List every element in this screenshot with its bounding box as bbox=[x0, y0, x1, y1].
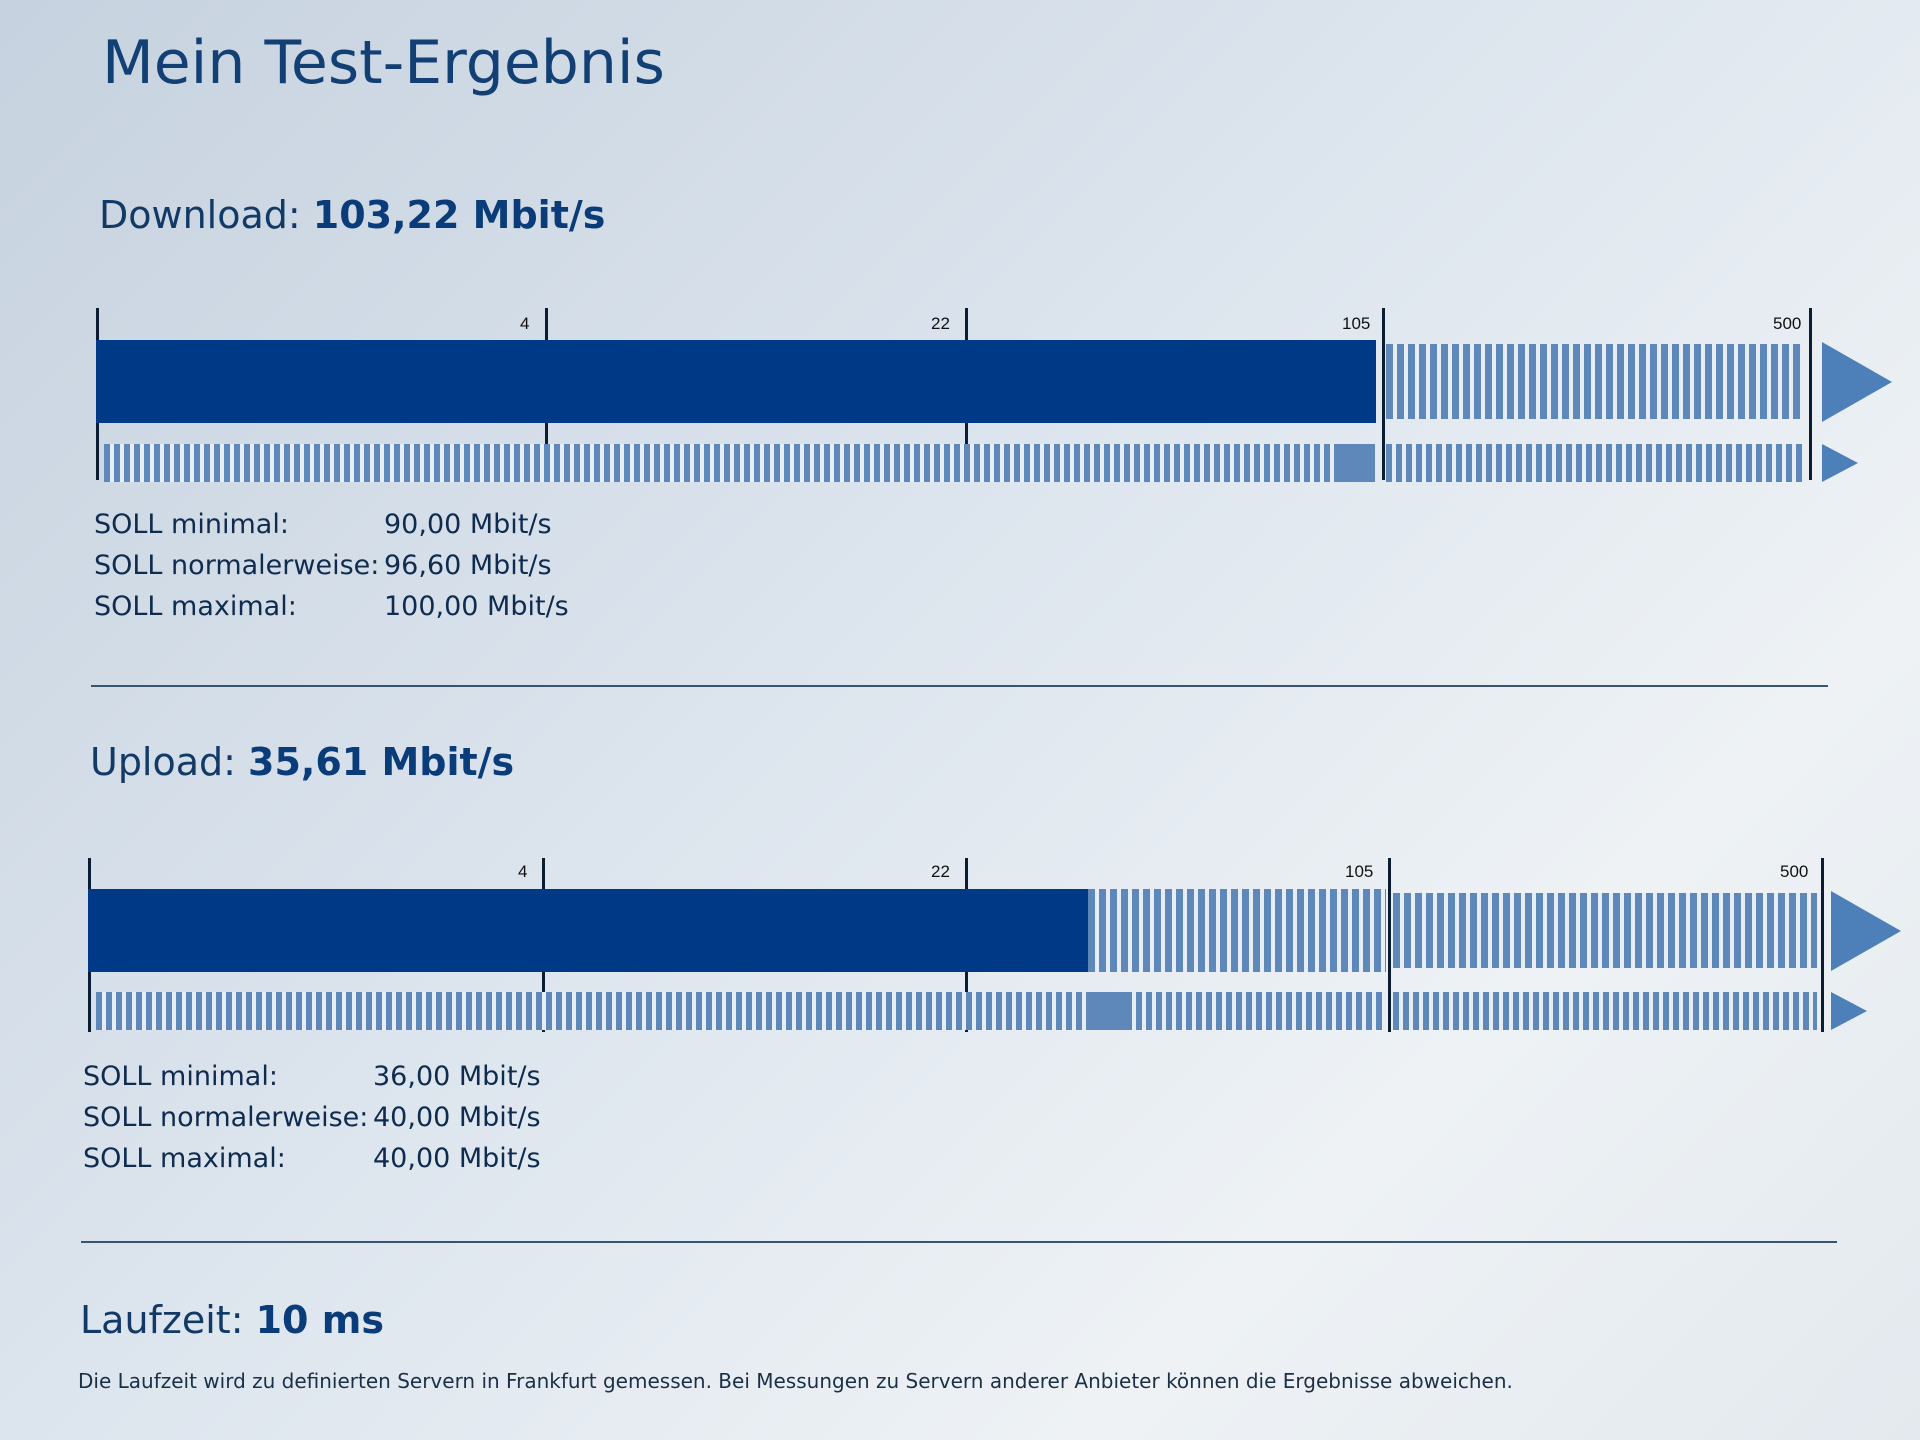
soll-value: 36,00 Mbit/s bbox=[373, 1061, 541, 1092]
latency-value: 10 ms bbox=[255, 1298, 384, 1342]
upload-remaining-bar-upper bbox=[1393, 893, 1817, 968]
download-soll-arrow-icon bbox=[1822, 444, 1858, 482]
upload-scale-arrow-icon bbox=[1831, 891, 1901, 971]
section-divider bbox=[81, 1241, 1837, 1243]
upload-soll-marker bbox=[1090, 992, 1126, 1030]
upload-value: 35,61 Mbit/s bbox=[248, 740, 515, 784]
soll-label: SOLL normalerweise: bbox=[83, 1102, 369, 1133]
download-soll-list: SOLL minimal: 90,00 Mbit/s SOLL normaler… bbox=[94, 504, 569, 627]
soll-label: SOLL minimal: bbox=[94, 509, 289, 540]
soll-label: SOLL minimal: bbox=[83, 1061, 278, 1092]
upload-soll-row: SOLL normalerweise: 40,00 Mbit/s bbox=[83, 1097, 541, 1138]
upload-soll-bar-remaining bbox=[1393, 992, 1817, 1030]
download-remaining-bar bbox=[1386, 344, 1804, 419]
download-soll-row: SOLL minimal: 90,00 Mbit/s bbox=[94, 504, 569, 545]
upload-gauge: 4 22 105 500 bbox=[88, 858, 1908, 1048]
download-measured-bar bbox=[96, 340, 1376, 423]
download-scale-arrow-icon bbox=[1822, 342, 1892, 422]
latency-heading: Laufzeit: 10 ms bbox=[80, 1298, 384, 1342]
upload-tick-label-500: 500 bbox=[1780, 862, 1809, 881]
upload-tick-label-22: 22 bbox=[931, 862, 950, 881]
upload-measured-bar bbox=[88, 889, 1088, 972]
download-tick-label-4: 4 bbox=[520, 314, 530, 333]
download-soll-row: SOLL maximal: 100,00 Mbit/s bbox=[94, 586, 569, 627]
upload-soll-row: SOLL maximal: 40,00 Mbit/s bbox=[83, 1138, 541, 1179]
download-tick-105 bbox=[1382, 308, 1385, 480]
latency-note: Die Laufzeit wird zu definierten Servern… bbox=[78, 1369, 1513, 1393]
soll-value: 90,00 Mbit/s bbox=[384, 509, 552, 540]
latency-label: Laufzeit: bbox=[80, 1298, 244, 1342]
download-soll-bar-remaining bbox=[1386, 444, 1804, 482]
download-soll-row: SOLL normalerweise: 96,60 Mbit/s bbox=[94, 545, 569, 586]
download-value: 103,22 Mbit/s bbox=[312, 193, 606, 237]
download-tick-label-500: 500 bbox=[1773, 314, 1802, 333]
page-title: Mein Test-Ergebnis bbox=[102, 28, 665, 98]
download-tick-500 bbox=[1809, 308, 1812, 480]
download-heading: Download: 103,22 Mbit/s bbox=[99, 193, 605, 237]
upload-heading: Upload: 35,61 Mbit/s bbox=[90, 740, 514, 784]
upload-soll-arrow-icon bbox=[1831, 992, 1867, 1030]
section-divider bbox=[91, 685, 1828, 687]
upload-tick-105 bbox=[1388, 858, 1391, 1032]
soll-value: 40,00 Mbit/s bbox=[373, 1143, 541, 1174]
soll-value: 96,60 Mbit/s bbox=[384, 550, 552, 581]
soll-label: SOLL maximal: bbox=[94, 591, 297, 622]
soll-label: SOLL normalerweise: bbox=[94, 550, 380, 581]
upload-soll-list: SOLL minimal: 36,00 Mbit/s SOLL normaler… bbox=[83, 1056, 541, 1179]
download-soll-bar bbox=[104, 444, 1342, 482]
soll-label: SOLL maximal: bbox=[83, 1143, 286, 1174]
soll-value: 40,00 Mbit/s bbox=[373, 1102, 541, 1133]
upload-soll-row: SOLL minimal: 36,00 Mbit/s bbox=[83, 1056, 541, 1097]
download-soll-marker bbox=[1339, 444, 1375, 482]
soll-value: 100,00 Mbit/s bbox=[384, 591, 569, 622]
upload-tick-label-105: 105 bbox=[1345, 862, 1374, 881]
download-gauge: 4 22 105 500 bbox=[96, 308, 1916, 498]
download-tick-label-105: 105 bbox=[1342, 314, 1371, 333]
upload-tick-500 bbox=[1821, 858, 1824, 1032]
upload-remaining-bar bbox=[1088, 889, 1386, 972]
download-tick-label-22: 22 bbox=[931, 314, 950, 333]
upload-tick-label-4: 4 bbox=[518, 862, 528, 881]
upload-soll-bar bbox=[96, 992, 1386, 1030]
upload-label: Upload: bbox=[90, 740, 236, 784]
download-label: Download: bbox=[99, 193, 301, 237]
